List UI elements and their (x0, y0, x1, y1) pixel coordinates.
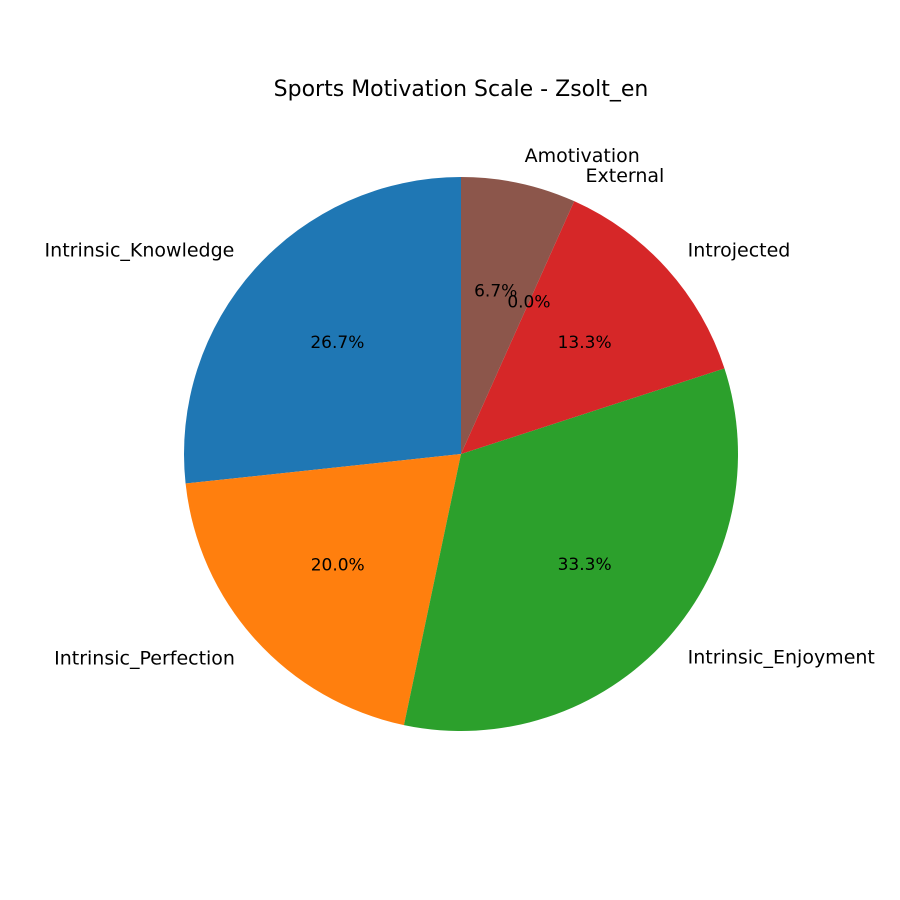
slice-percent-introjected: 13.3% (558, 333, 612, 353)
pie-slice-amotivation (461, 177, 575, 454)
slice-percent-intrinsic-perfection: 20.0% (311, 555, 365, 575)
pie-slice-introjected (461, 201, 725, 454)
slice-percent-intrinsic-enjoyment: 33.3% (558, 555, 612, 575)
chart-title: Sports Motivation Scale - Zsolt_en (274, 77, 649, 102)
slice-label-introjected: Introjected (688, 239, 791, 261)
slice-label-amotivation: Amotivation (525, 145, 640, 167)
slice-label-external: External (586, 165, 665, 187)
slice-label-intrinsic-enjoyment: Intrinsic_Enjoyment (688, 647, 875, 669)
pie-labels: Intrinsic_Knowledge 26.7% Intrinsic_Perfec… (45, 145, 875, 669)
pie-slice-intrinsic-perfection (185, 454, 461, 726)
slice-percent-intrinsic-knowledge: 26.7% (310, 333, 364, 353)
slice-percent-external: 0.0% (507, 292, 550, 312)
pie-slice-intrinsic-knowledge (184, 177, 461, 484)
pie-slice-intrinsic-enjoyment (403, 368, 738, 731)
slice-label-intrinsic-knowledge: Intrinsic_Knowledge (45, 239, 235, 261)
slice-percent-amotivation: 6.7% (474, 281, 517, 301)
slice-label-intrinsic-perfection: Intrinsic_Perfection (54, 647, 235, 669)
pie-slices (184, 177, 738, 731)
